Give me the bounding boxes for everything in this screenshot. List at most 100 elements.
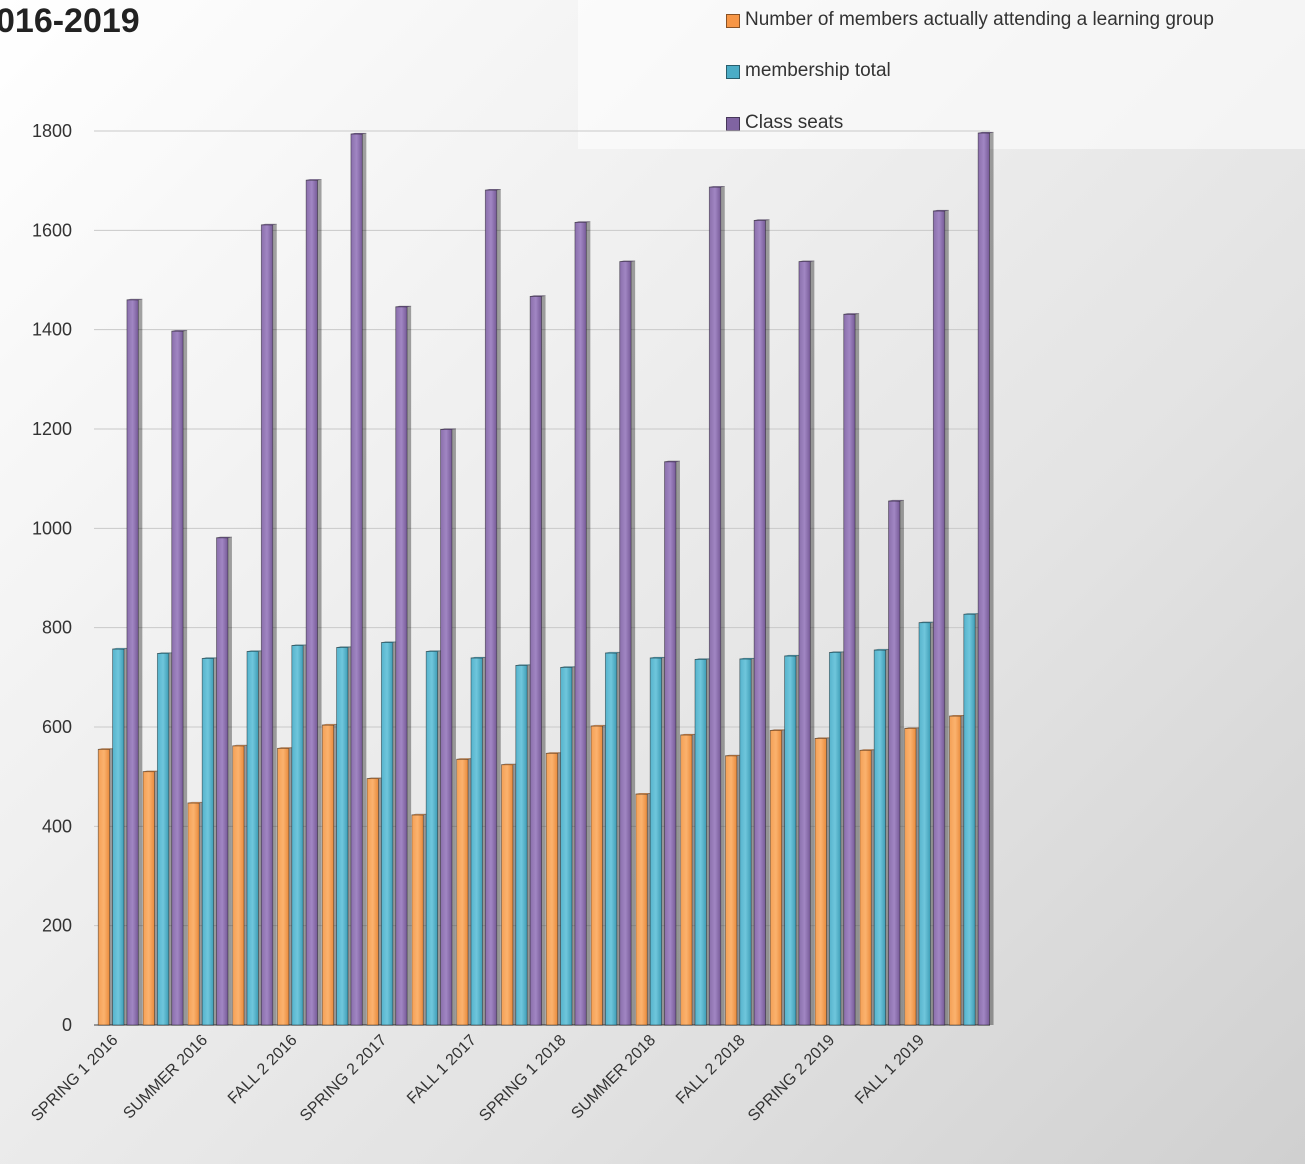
bar-top bbox=[546, 752, 562, 754]
bar-front bbox=[380, 642, 394, 1026]
bar bbox=[156, 652, 173, 1026]
bar-side bbox=[944, 210, 949, 1025]
bar-side bbox=[407, 306, 412, 1025]
bar-top bbox=[680, 733, 697, 736]
legend-swatch-attending bbox=[726, 13, 740, 28]
x-tick-label: SPRING 1 2016 bbox=[28, 1032, 121, 1125]
bar bbox=[126, 298, 143, 1026]
bar-top bbox=[440, 428, 456, 430]
bar bbox=[440, 428, 456, 1026]
bar-side bbox=[855, 313, 860, 1026]
bar-top bbox=[709, 186, 725, 188]
bar-front bbox=[739, 658, 752, 1026]
bar-front bbox=[574, 221, 587, 1026]
bar bbox=[918, 621, 935, 1026]
bar-side bbox=[765, 219, 770, 1026]
bar-front bbox=[814, 738, 827, 1026]
bar-side bbox=[675, 460, 680, 1026]
bar bbox=[411, 813, 428, 1026]
bar-front bbox=[619, 261, 632, 1026]
bar-side bbox=[362, 133, 367, 1025]
bar-side bbox=[138, 299, 143, 1026]
bar bbox=[873, 648, 890, 1026]
bar-top bbox=[261, 223, 277, 226]
bar-top bbox=[664, 460, 680, 463]
bar-front bbox=[216, 537, 229, 1026]
bar-side bbox=[541, 295, 546, 1026]
bar-side bbox=[631, 260, 636, 1025]
bar-front bbox=[753, 219, 766, 1026]
bar bbox=[112, 647, 129, 1026]
bar bbox=[277, 747, 293, 1026]
bar bbox=[814, 737, 831, 1026]
bar-top bbox=[814, 737, 831, 739]
bar-top bbox=[291, 644, 308, 646]
x-tick-label: FALL 2 2018 bbox=[673, 1032, 749, 1108]
bar-top bbox=[978, 131, 994, 134]
bar-top bbox=[202, 657, 218, 659]
y-tick-label: 0 bbox=[62, 1015, 72, 1035]
bar bbox=[798, 260, 815, 1026]
bar-front bbox=[769, 730, 783, 1026]
bar-top bbox=[784, 654, 801, 657]
bar bbox=[216, 536, 232, 1026]
bar-front bbox=[425, 651, 438, 1026]
bar-top bbox=[485, 189, 501, 191]
bar-top bbox=[277, 747, 293, 749]
legend-item-membership[interactable]: membership total bbox=[726, 59, 891, 83]
y-tick-label: 1400 bbox=[32, 320, 72, 340]
bar-front bbox=[246, 651, 259, 1026]
bar-front bbox=[784, 655, 797, 1026]
bar-top bbox=[501, 763, 517, 766]
bar-front bbox=[97, 748, 111, 1026]
bar-top bbox=[574, 221, 591, 223]
bar-front bbox=[305, 179, 318, 1026]
bar-front bbox=[484, 189, 498, 1026]
bar bbox=[664, 460, 680, 1026]
legend-item-class-seats[interactable]: Class seats bbox=[726, 111, 843, 135]
bar-top bbox=[322, 723, 338, 726]
bar-top bbox=[395, 305, 412, 308]
bar bbox=[97, 748, 114, 1026]
bar-front bbox=[232, 745, 245, 1026]
bar bbox=[395, 305, 412, 1026]
legend-label-membership: membership total bbox=[745, 60, 891, 81]
bar bbox=[380, 641, 397, 1026]
bar bbox=[649, 656, 666, 1026]
bar-top bbox=[635, 792, 652, 795]
bar-front bbox=[440, 429, 453, 1026]
y-tick-label: 1000 bbox=[32, 518, 72, 538]
bar bbox=[977, 131, 994, 1026]
bar bbox=[350, 132, 367, 1026]
bar bbox=[619, 260, 636, 1026]
bar-front bbox=[366, 778, 379, 1026]
bar-top bbox=[157, 652, 173, 654]
bar bbox=[635, 792, 652, 1026]
bar-front bbox=[171, 330, 184, 1026]
bar-front bbox=[395, 306, 408, 1026]
bar-front bbox=[918, 622, 931, 1026]
bar-side bbox=[272, 224, 277, 1025]
bar-top bbox=[650, 656, 666, 659]
bar-side bbox=[183, 330, 188, 1025]
bar-top bbox=[470, 656, 487, 659]
bar-front bbox=[560, 667, 573, 1026]
bar-front bbox=[725, 755, 738, 1026]
bar bbox=[201, 657, 218, 1026]
bar-front bbox=[456, 758, 469, 1026]
bar-side bbox=[899, 500, 904, 1025]
bar bbox=[949, 714, 965, 1026]
bar-top bbox=[725, 754, 741, 757]
bar-front bbox=[604, 652, 618, 1026]
bar-front bbox=[277, 747, 290, 1026]
bar bbox=[336, 646, 353, 1026]
bar-front bbox=[859, 749, 872, 1026]
bar-front bbox=[873, 649, 887, 1026]
bar-front bbox=[904, 728, 917, 1026]
bar bbox=[708, 186, 725, 1026]
bar-front bbox=[156, 653, 170, 1026]
bar bbox=[769, 729, 786, 1026]
legend-item-attending[interactable]: Number of members actually attending a l… bbox=[726, 8, 1214, 32]
bar-top bbox=[216, 536, 232, 539]
bar bbox=[501, 763, 517, 1026]
